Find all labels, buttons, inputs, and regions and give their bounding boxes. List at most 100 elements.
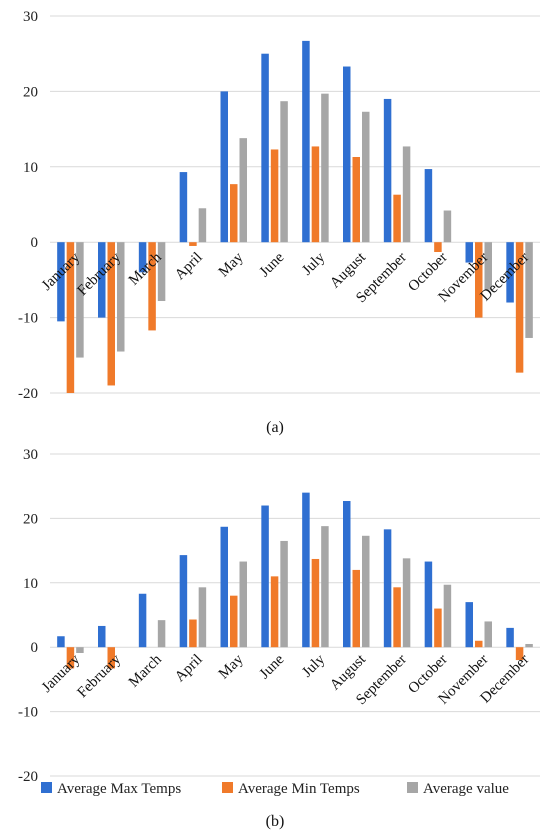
y-tick-label: 10 [23,576,38,592]
bar-avg [362,535,370,648]
bar-max [343,501,351,648]
legend-swatch-min [222,782,233,793]
bar-max [302,40,310,243]
bar-min [230,595,238,648]
category-label: April [172,250,206,284]
y-tick-label: 30 [23,9,38,25]
bar-min [148,242,156,331]
legend-label-avg: Average value [423,781,509,797]
category-label: June [257,249,288,280]
bar-min [189,242,197,246]
bar-avg [443,584,452,648]
bar-min [189,619,197,648]
y-tick-label: 0 [31,640,39,656]
category-label: May [216,249,247,280]
bar-min [393,194,401,243]
y-tick-label: 0 [31,235,39,251]
bar-avg [76,647,84,653]
bar-max [220,526,228,648]
y-tick-label: 30 [23,447,38,463]
bar-min [515,647,524,661]
bar-min [434,608,442,648]
bar-avg [280,101,288,243]
bar-max [383,529,392,648]
bar-avg [198,587,207,648]
bar-max [506,242,514,303]
category-label: July [299,651,328,680]
bar-avg [443,210,452,243]
bar-max [424,561,433,648]
bar-avg [484,621,492,648]
bar-min [311,558,320,648]
bar-max [261,53,269,243]
bar-min [107,647,115,669]
category-label: February [74,651,124,701]
bar-min [352,157,360,243]
bar-min [434,242,442,252]
bar-max [98,625,106,648]
bar-avg [280,540,288,648]
bar-avg [117,242,125,352]
bar-avg [321,526,329,648]
bar-min [66,242,75,393]
y-tick-label: -20 [18,769,38,785]
bar-avg [239,138,247,243]
bar-min [107,242,115,386]
bar-avg [198,208,207,243]
bar-avg [402,558,411,648]
category-label: May [216,651,247,682]
bar-min [475,242,483,318]
legend: Average Max Temps Average Min Temps Aver… [41,781,509,797]
bar-max [179,555,188,648]
y-tick-label: 20 [23,84,38,100]
bar-avg [321,93,329,243]
bar-min [66,647,75,669]
y-tick-label: -10 [18,705,38,721]
bar-min [311,146,320,243]
bar-max [506,627,514,648]
bar-avg [362,111,370,243]
bar-max [138,593,147,648]
legend-label-min: Average Min Temps [238,781,360,797]
bar-min [352,569,360,648]
bar-avg [239,561,247,648]
bar-min [475,640,483,648]
category-label: March [126,651,165,690]
category-label: July [299,249,328,278]
bar-max [343,66,351,243]
bar-avg [402,146,411,243]
bar-max [261,505,269,648]
y-tick-label: 10 [23,160,38,176]
category-label: June [257,651,288,682]
bar-max [57,636,65,648]
bar-max [179,172,188,243]
bar-avg [525,643,533,648]
bar-max [465,602,473,648]
caption-a: (a) [266,419,284,436]
bar-avg [525,242,533,338]
bar-avg [484,242,492,290]
y-tick-label: -20 [18,386,38,402]
category-label: April [172,652,206,686]
bar-max [138,242,147,273]
y-tick-label: 20 [23,511,38,527]
legend-swatch-max [41,782,52,793]
bar-max [383,98,392,243]
legend-label-max: Average Max Temps [57,781,181,797]
y-tick-label: -10 [18,311,38,327]
legend-swatch-avg [407,782,418,793]
bar-min [393,587,401,648]
bar-max [57,242,65,322]
bar-min [230,184,238,243]
bar-avg [76,242,84,358]
bar-avg [157,620,166,648]
caption-b: (b) [266,813,285,830]
bar-max [220,91,228,243]
bar-min [270,149,279,243]
bar-max [98,242,106,318]
bar-min [515,242,524,373]
bar-max [302,492,310,648]
